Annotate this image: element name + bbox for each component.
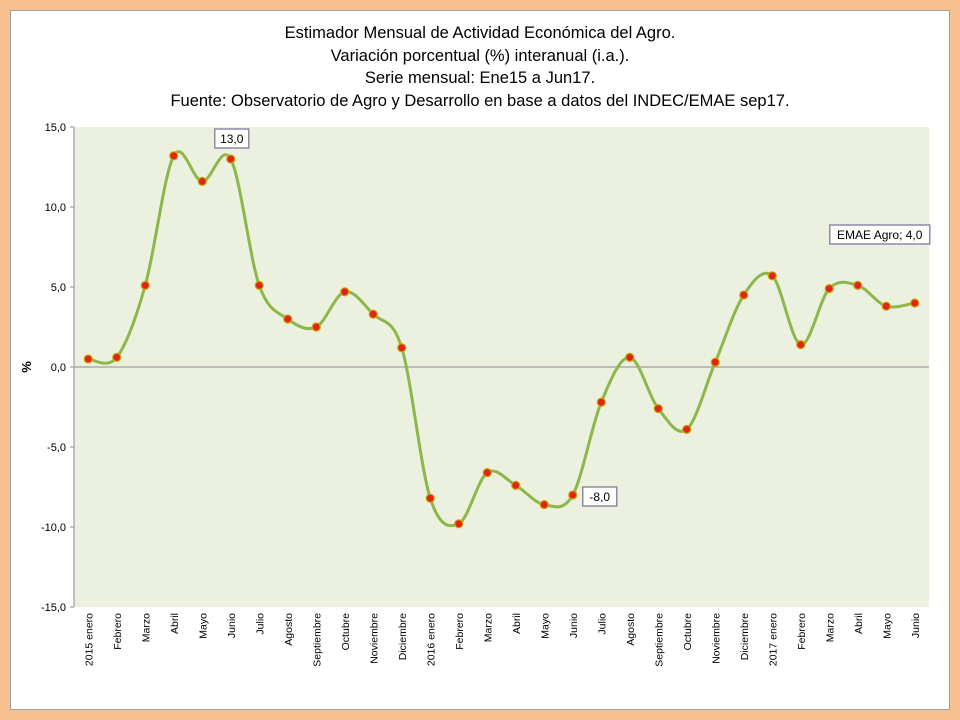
data-point: [881, 301, 891, 311]
y-tick-label: -5,0: [47, 442, 66, 454]
x-tick-label: Marzo: [140, 613, 152, 642]
x-tick-label: Diciembre: [739, 613, 751, 660]
data-point: [796, 340, 806, 350]
data-label: EMAE Agro; 4,0: [837, 228, 923, 242]
y-tick-label: 5,0: [51, 282, 66, 294]
x-tick-label: 2017 enero: [767, 613, 779, 666]
x-tick-label: Agosto: [625, 613, 637, 646]
annotation-box: [582, 486, 618, 507]
x-tick-label: Septiembre: [311, 613, 323, 667]
x-tick-label: Septiembre: [653, 613, 665, 667]
x-tick-label: Diciembre: [397, 613, 409, 660]
y-tick-label: 0,0: [51, 362, 66, 374]
data-point: [853, 280, 863, 290]
data-point: [710, 357, 720, 367]
data-point: [539, 500, 549, 510]
data-point: [340, 287, 350, 297]
x-tick-label: Noviembre: [710, 613, 722, 664]
chart-title: Estimador Mensual de Actividad Económica…: [10, 22, 950, 112]
y-tick-label: -10,0: [41, 522, 66, 534]
x-tick-label: Febrero: [796, 613, 808, 650]
title-line-1: Estimador Mensual de Actividad Económica…: [284, 24, 676, 42]
data-point: [767, 271, 777, 281]
x-tick-label: Marzo: [824, 613, 836, 642]
x-tick-label: 2016 enero: [425, 613, 437, 666]
x-tick-label: Octubre: [340, 613, 352, 651]
x-tick-label: Octubre: [682, 613, 694, 651]
y-tick-label: 10,0: [45, 202, 66, 214]
x-tick-label: Junio: [226, 613, 238, 638]
x-tick-label: Junio: [568, 613, 580, 638]
data-point: [653, 404, 663, 414]
x-tick-label: 2015 enero: [83, 613, 95, 666]
x-tick-label: Julio: [254, 613, 266, 635]
y-tick-label: -15,0: [41, 602, 66, 614]
x-tick-label: Marzo: [482, 613, 494, 642]
data-point: [568, 490, 578, 500]
data-point: [197, 176, 207, 186]
data-point: [140, 280, 150, 290]
x-tick-label: Abril: [511, 613, 523, 634]
data-point: [112, 352, 122, 362]
data-point: [311, 322, 321, 332]
data-point: [283, 314, 293, 324]
data-point: [596, 397, 606, 407]
x-tick-label: Febrero: [454, 613, 466, 650]
data-point: [226, 154, 236, 164]
annotation-box: [214, 128, 250, 149]
annotation-box: [829, 224, 931, 245]
data-point: [824, 284, 834, 294]
data-point: [397, 343, 407, 353]
x-tick-label: Mayo: [881, 613, 893, 639]
data-point: [169, 151, 179, 161]
x-tick-label: Junio: [910, 613, 922, 638]
x-tick-label: Febrero: [112, 613, 124, 650]
data-point: [254, 280, 264, 290]
data-point: [368, 309, 378, 319]
data-point: [425, 493, 435, 503]
data-point: [625, 352, 635, 362]
title-line-2: Variación porcentual (%) interanual (i.a…: [330, 46, 630, 65]
x-tick-label: Julio: [596, 613, 608, 635]
data-point: [454, 519, 464, 529]
data-label: -8,0: [589, 490, 610, 504]
data-point: [739, 290, 749, 300]
title-line-3: Serie mensual: Ene15 a Jun17.: [364, 69, 596, 87]
data-point: [682, 424, 692, 434]
y-tick-label: 15,0: [45, 122, 66, 134]
x-tick-label: Noviembre: [368, 613, 380, 664]
data-point: [910, 298, 920, 308]
x-tick-label: Mayo: [539, 613, 551, 639]
data-point: [511, 480, 521, 490]
y-axis-label: %: [19, 361, 34, 373]
data-point: [83, 354, 93, 364]
x-tick-label: Agosto: [283, 613, 295, 646]
data-point: [482, 468, 492, 478]
data-label: 13,0: [220, 132, 244, 146]
x-tick-label: Mayo: [197, 613, 209, 639]
title-line-4: Fuente: Observatorio de Agro y Desarroll…: [170, 91, 790, 110]
x-tick-label: Abril: [853, 613, 865, 634]
x-tick-label: Abril: [169, 613, 181, 634]
